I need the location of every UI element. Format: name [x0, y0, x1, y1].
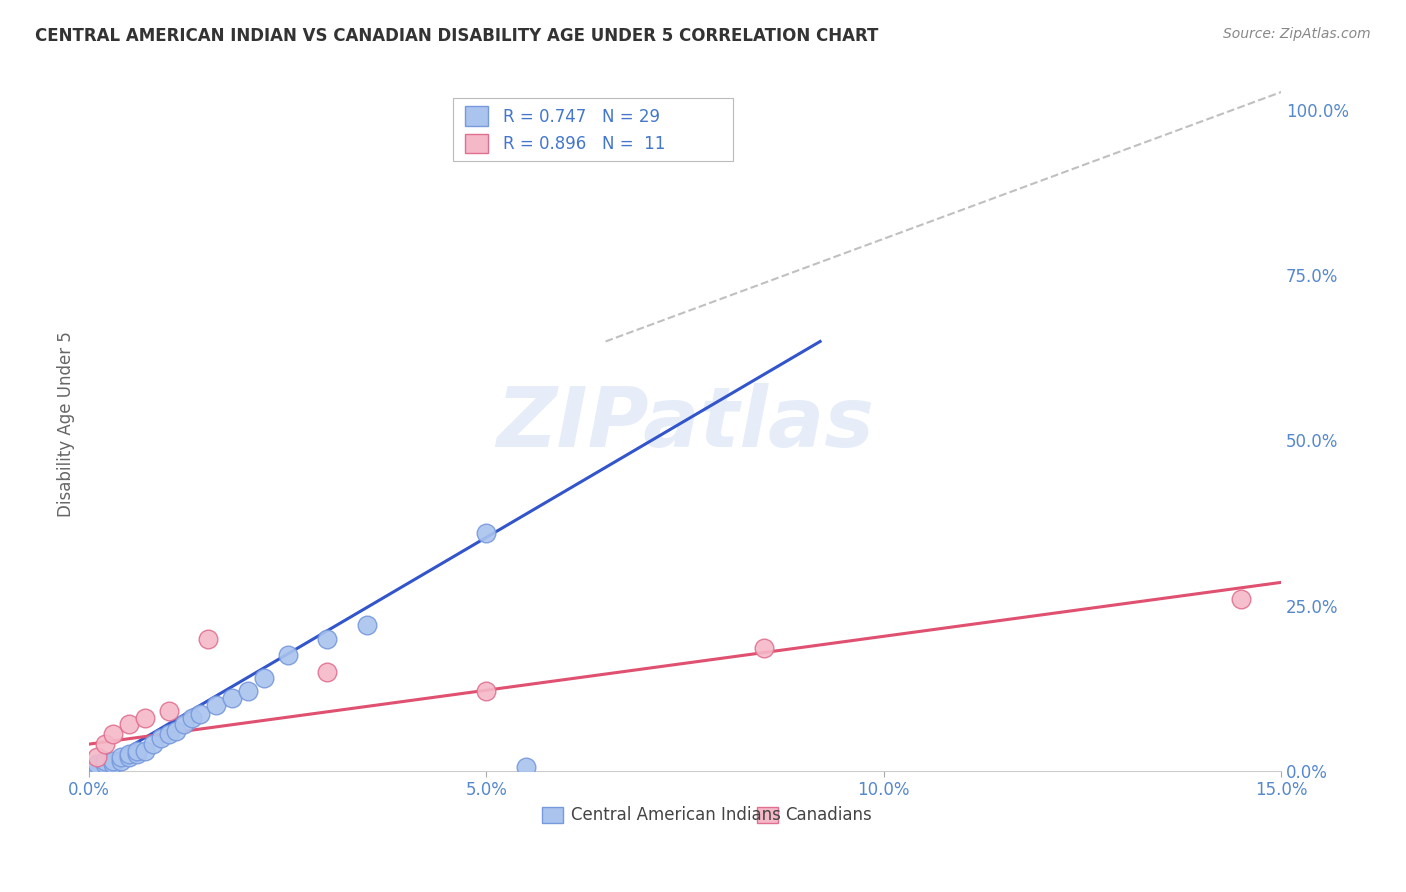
- Point: [94, 754, 117, 768]
- Text: Central American Indians: Central American Indians: [571, 805, 780, 824]
- Point: [316, 632, 339, 646]
- Bar: [541, 807, 564, 822]
- Bar: [756, 807, 778, 822]
- Point: [134, 744, 156, 758]
- Point: [118, 747, 141, 761]
- Point: [475, 684, 498, 698]
- Point: [86, 756, 108, 771]
- Point: [118, 717, 141, 731]
- Point: [86, 760, 108, 774]
- Point: [236, 684, 259, 698]
- Point: [86, 750, 108, 764]
- Point: [475, 525, 498, 540]
- Point: [149, 731, 172, 745]
- Point: [356, 618, 378, 632]
- Point: [181, 711, 204, 725]
- Bar: [464, 134, 488, 153]
- Point: [110, 754, 132, 768]
- FancyBboxPatch shape: [453, 98, 733, 161]
- Point: [101, 754, 124, 768]
- Point: [125, 747, 148, 761]
- Point: [94, 737, 117, 751]
- Point: [166, 723, 188, 738]
- Text: ZIPatlas: ZIPatlas: [496, 384, 875, 465]
- Point: [197, 632, 219, 646]
- Point: [118, 750, 141, 764]
- Text: R = 0.747   N = 29: R = 0.747 N = 29: [503, 108, 659, 126]
- Point: [101, 756, 124, 771]
- Point: [1230, 591, 1253, 606]
- Text: Source: ZipAtlas.com: Source: ZipAtlas.com: [1223, 27, 1371, 41]
- Point: [157, 727, 180, 741]
- Point: [515, 760, 537, 774]
- Text: CENTRAL AMERICAN INDIAN VS CANADIAN DISABILITY AGE UNDER 5 CORRELATION CHART: CENTRAL AMERICAN INDIAN VS CANADIAN DISA…: [35, 27, 879, 45]
- Text: R = 0.896   N =  11: R = 0.896 N = 11: [503, 136, 665, 153]
- Point: [316, 665, 339, 679]
- Y-axis label: Disability Age Under 5: Disability Age Under 5: [58, 331, 75, 517]
- Point: [173, 717, 195, 731]
- Bar: [464, 106, 488, 126]
- Point: [157, 704, 180, 718]
- Point: [205, 698, 228, 712]
- Point: [94, 756, 117, 771]
- Point: [253, 671, 276, 685]
- Point: [125, 744, 148, 758]
- Point: [134, 711, 156, 725]
- Point: [188, 707, 211, 722]
- Point: [221, 690, 243, 705]
- Text: Canadians: Canadians: [785, 805, 872, 824]
- Point: [277, 648, 299, 662]
- Point: [754, 641, 776, 656]
- Point: [110, 750, 132, 764]
- Point: [101, 727, 124, 741]
- Point: [142, 737, 165, 751]
